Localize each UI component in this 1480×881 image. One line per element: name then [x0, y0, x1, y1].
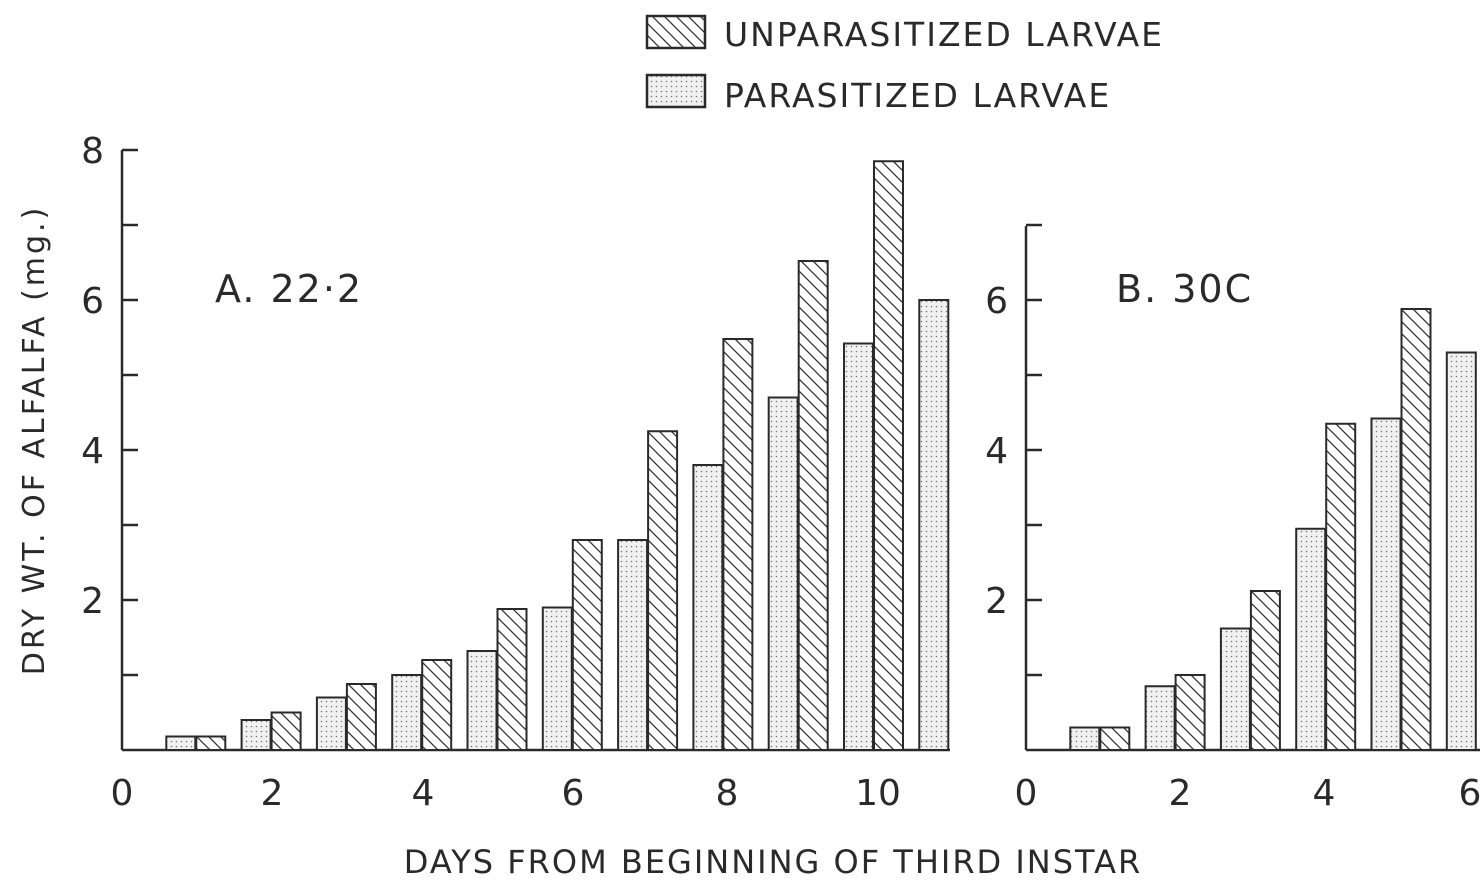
y-axis-label: DRY WT. OF ALFALFA (mg.): [17, 205, 52, 676]
bar-b-parasitized-day-5: [1370, 417, 1402, 751]
bar-a-parasitized-day-11: [918, 299, 950, 751]
bar-a-unparasitized-day-3: [345, 683, 377, 751]
panel-b-y-tick-label: 2: [985, 581, 1008, 622]
bar-b-unparasitized-day-4: [1325, 422, 1357, 751]
panel-a-y-tick-label: 4: [81, 431, 104, 472]
bar-a-parasitized-day-8: [692, 464, 724, 751]
bar-b-parasitized-day-6: [1445, 351, 1477, 751]
bar-a-parasitized-day-2: [240, 719, 272, 751]
plot-area: 2 4 6 8 0 2 4 6 8 10 2 4 6 0 2 4 6: [81, 131, 1480, 814]
bar-b-parasitized-day-4: [1295, 527, 1327, 751]
panel-a-x-tick-label: 8: [716, 773, 739, 814]
panel-a-x-tick-label: 4: [412, 773, 435, 814]
bar-a-unparasitized-day-8: [722, 338, 754, 751]
panel-a-x-tick-label: 0: [111, 773, 134, 814]
bar-a-parasitized-day-1: [165, 735, 197, 751]
bar-a-parasitized-day-3: [315, 696, 347, 751]
bar-a-unparasitized-day-7: [647, 430, 679, 751]
bar-b-unparasitized-day-3: [1249, 590, 1281, 751]
panel-a-title: A. 22·2: [215, 267, 363, 311]
panel-b-y-tick-label: 6: [985, 281, 1008, 322]
bar-b-unparasitized-day-1: [1099, 726, 1131, 751]
bar-a-parasitized-day-10: [843, 342, 874, 751]
bar-a-unparasitized-day-1: [195, 735, 227, 751]
panel-a-x-tick-label: 2: [261, 773, 284, 814]
legend-swatch-parasitized: [645, 73, 707, 109]
panel-a-x-tick-label: 10: [855, 773, 901, 814]
legend-label-parasitized: PARASITIZED LARVAE: [724, 76, 1111, 115]
bar-a-parasitized-day-7: [617, 539, 649, 751]
bar-b-parasitized-day-2: [1144, 685, 1176, 751]
bar-a-unparasitized-day-6: [571, 539, 603, 751]
panel-b-x-tick-label: 6: [1459, 773, 1480, 814]
panel-b-x-tick-label: 0: [1015, 773, 1038, 814]
bar-a-parasitized-day-4: [391, 674, 423, 751]
bar-a-unparasitized-day-10: [873, 160, 904, 751]
bar-b-parasitized-day-3: [1219, 627, 1251, 751]
panel-b-title: B. 30C: [1116, 267, 1253, 311]
legend-label-unparasitized: UNPARASITIZED LARVAE: [724, 15, 1164, 54]
panel-b-x-tick-label: 4: [1313, 773, 1336, 814]
bar-b-parasitized-day-1: [1069, 726, 1101, 751]
bar-b-unparasitized-day-5: [1400, 308, 1432, 751]
bar-a-unparasitized-day-4: [421, 659, 453, 751]
panel-a-y-tick-label: 2: [81, 581, 104, 622]
bar-a-parasitized-day-5: [466, 650, 498, 751]
bar-a-parasitized-day-9: [767, 396, 799, 751]
panel-a-y-tick-label: 8: [81, 131, 104, 172]
panel-a-y-tick-label: 6: [81, 281, 104, 322]
panel-b-x-tick-label: 2: [1169, 773, 1192, 814]
bar-a-unparasitized-day-9: [797, 260, 829, 751]
x-axis-label: DAYS FROM BEGINNING OF THIRD INSTAR: [404, 843, 1142, 881]
panel-a-x-tick-label: 6: [562, 773, 585, 814]
panel-b-y-tick-label: 4: [985, 431, 1008, 472]
bar-a-parasitized-day-6: [541, 606, 573, 751]
bar-a-unparasitized-day-2: [270, 711, 302, 751]
legend-swatch-unparasitized: [645, 14, 707, 50]
legend: UNPARASITIZED LARVAE PARASITIZED LARVAE: [645, 14, 1164, 115]
bar-a-unparasitized-day-5: [496, 608, 528, 751]
bar-b-unparasitized-day-2: [1174, 674, 1206, 751]
